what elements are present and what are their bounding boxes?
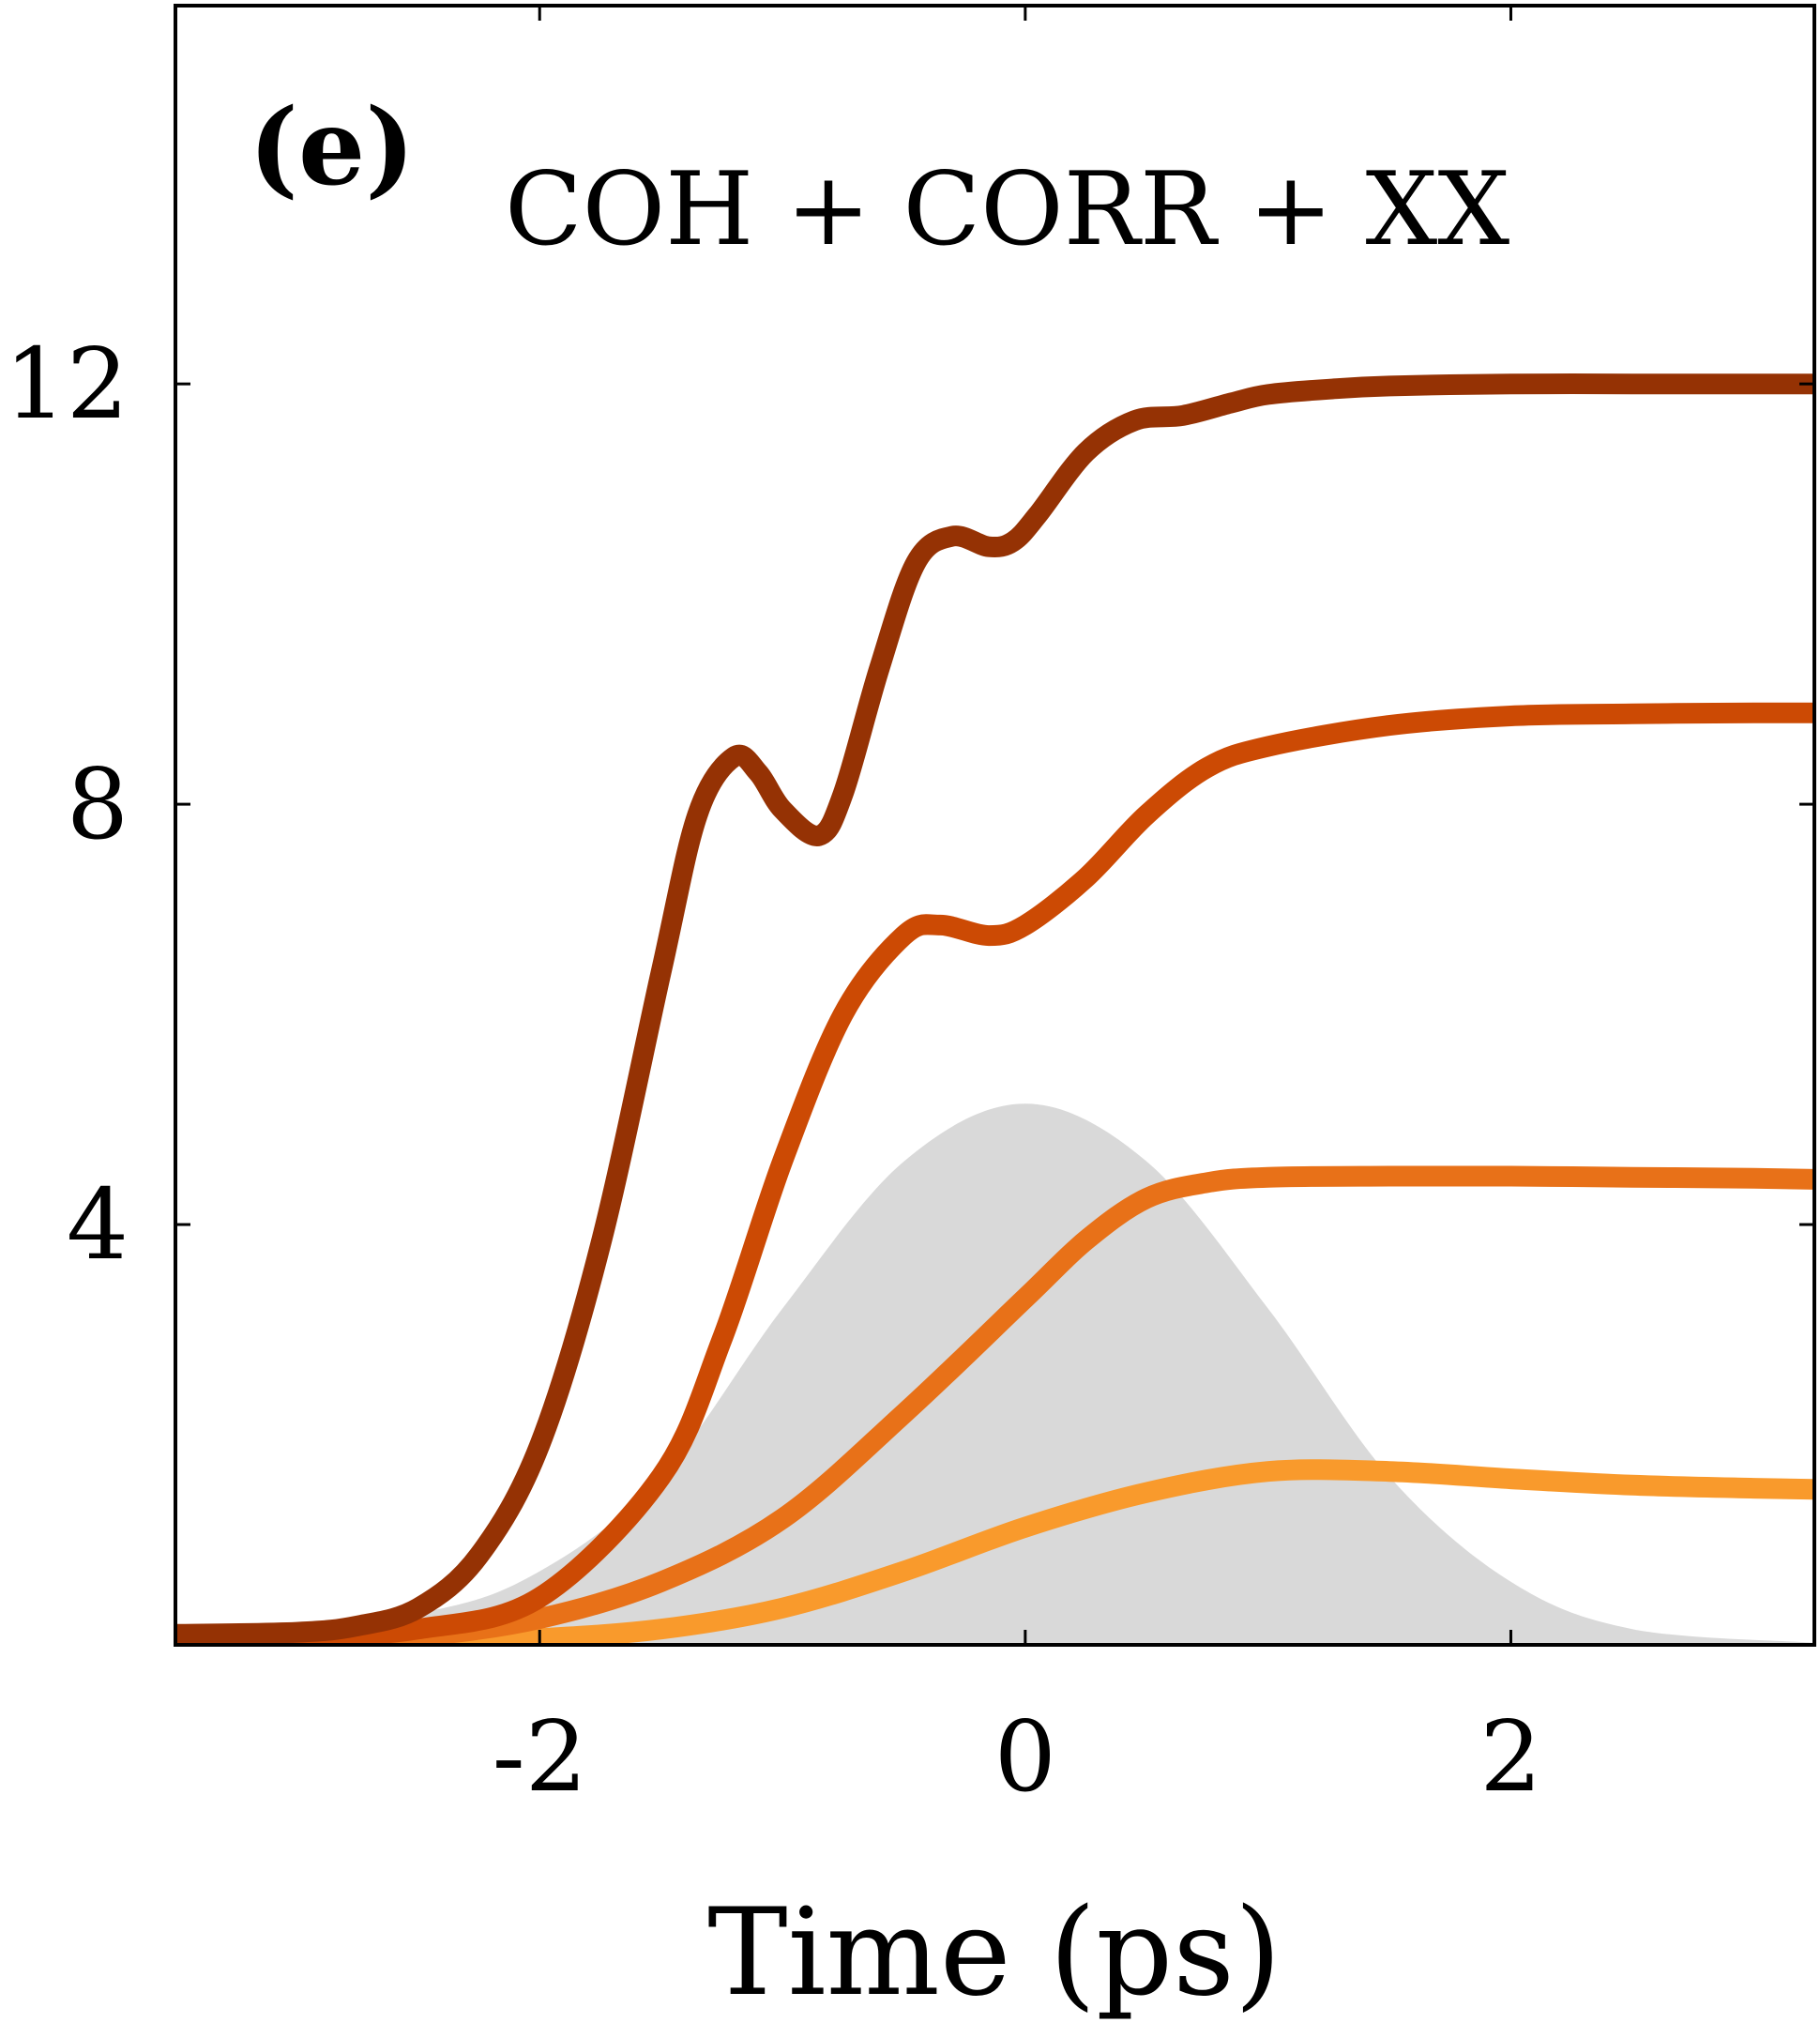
series-line-3 (175, 702, 1814, 1645)
y-tick-label: 8 (67, 747, 129, 861)
x-axis-title: Time (ps) (707, 1883, 1282, 2023)
y-tick-label: 12 (5, 327, 129, 441)
panel-label: (e) (249, 86, 415, 209)
y-tick-label: 4 (67, 1167, 129, 1282)
x-tick-label: 2 (1479, 1699, 1541, 1814)
plot-frame (174, 4, 1816, 1647)
x-tick-label: 0 (994, 1699, 1056, 1814)
pulse-envelope (175, 1103, 1814, 1645)
x-tick-label: -2 (493, 1699, 587, 1814)
series-line-4 (175, 373, 1814, 1645)
annotation-label: COH + CORR + XX (505, 151, 1509, 268)
